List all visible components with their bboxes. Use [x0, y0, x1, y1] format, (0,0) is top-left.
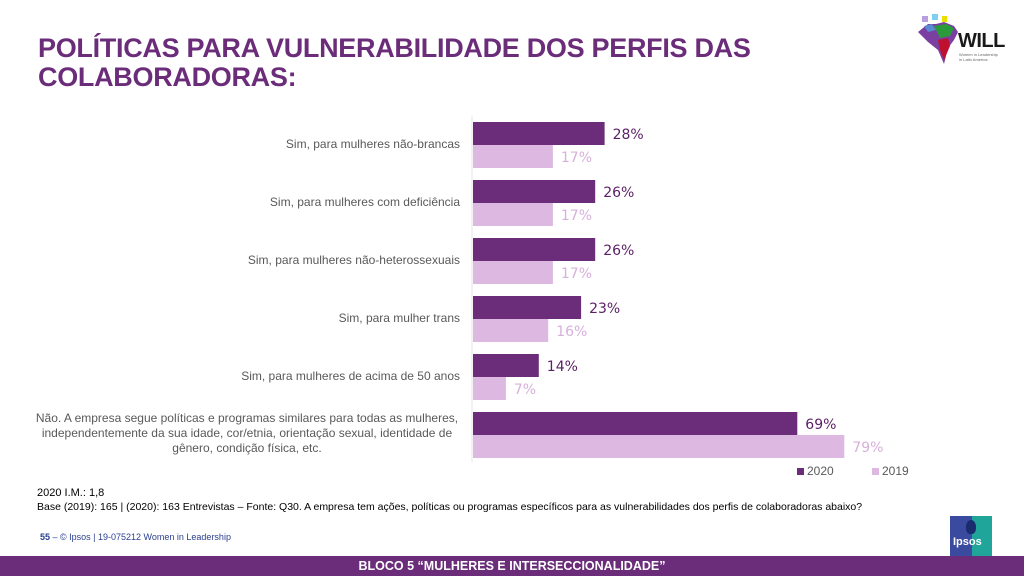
- legend-item-2020: 2020: [797, 464, 834, 478]
- chart-svg: 28% 17% 26% 17% 26% 17% 23%16% 14% 7% 69% 79%: [471, 116, 883, 462]
- ipsos-head-icon: [966, 520, 976, 534]
- data-label-2020: 26%: [603, 185, 634, 201]
- bar-2019: [473, 261, 553, 284]
- bar-2019: [473, 435, 845, 458]
- legend-swatch-2020: [797, 467, 804, 475]
- im-note: 2020 I.M.: 1,8: [37, 487, 105, 499]
- legend-label: 2020: [807, 464, 834, 478]
- data-label-2019: 17%: [561, 208, 592, 224]
- data-label-2019: 79%: [852, 440, 883, 456]
- will-logo-subtitle: Women in Leadership in Latin America: [959, 52, 998, 62]
- ipsos-logo-text: Ipsos: [953, 536, 982, 548]
- will-logo-icon: [918, 14, 958, 64]
- data-label-2020: 69%: [805, 417, 836, 433]
- bar-2019: [473, 377, 506, 400]
- data-label-2020: 23%: [589, 301, 620, 317]
- data-label-2019: 16%: [556, 324, 587, 340]
- legend-item-2019: 2019: [872, 464, 909, 478]
- category-label: Sim, para mulher trans: [338, 311, 460, 325]
- section-banner: BLOCO 5 “MULHERES E INTERSECCIONALIDADE”: [0, 556, 1024, 576]
- page-number: 55: [40, 532, 51, 542]
- bar-2020: [473, 180, 596, 203]
- ipsos-logo: Ipsos: [950, 516, 992, 556]
- bar-2019: [473, 145, 553, 168]
- bar-2020: [473, 354, 539, 377]
- category-label: Sim, para mulheres de acima de 50 anos: [241, 369, 460, 383]
- will-logo-text: WILL: [958, 30, 1005, 52]
- data-label-2019: 7%: [514, 382, 536, 398]
- bar-2020: [473, 412, 798, 435]
- base-note: Base (2019): 165 | (2020): 163 Entrevist…: [37, 501, 863, 513]
- bar-2020: [473, 238, 596, 261]
- bar-chart: 28% 17% 26% 17% 26% 17% 23% 16% 14% 7% 69% 79%: [0, 110, 1024, 490]
- bar-2019: [473, 319, 549, 342]
- data-label-2020: 28%: [613, 127, 644, 143]
- bar-2020: [473, 122, 605, 145]
- data-label-2020: 26%: [603, 243, 634, 259]
- category-label: Sim, para mulheres não-heterossexuais: [247, 253, 460, 267]
- bar-2019: [473, 203, 553, 226]
- copyright-text: – © Ipsos | 19-075212 Women in Leadershi…: [52, 532, 231, 542]
- bar-2020: [473, 296, 582, 319]
- page-title: POLÍTICAS PARA VULNERABILIDADE DOS PERFI…: [38, 33, 751, 92]
- data-label-2019: 17%: [561, 266, 592, 282]
- will-logo: WILL Women in Leadership in Latin Americ…: [914, 10, 1005, 72]
- data-label-2020: 14%: [547, 359, 578, 375]
- category-label: Não. A empresa segue políticas e program…: [35, 411, 459, 455]
- legend-swatch-2019: [872, 467, 879, 475]
- data-label-2019: 17%: [561, 150, 592, 166]
- category-label: Sim, para mulheres não-brancas: [285, 137, 460, 151]
- legend-label: 2019: [882, 464, 909, 478]
- footer-copyright: 55 – © Ipsos | 19-075212 Women in Leader…: [40, 532, 231, 542]
- category-label: Sim, para mulheres com deficiência: [269, 195, 460, 209]
